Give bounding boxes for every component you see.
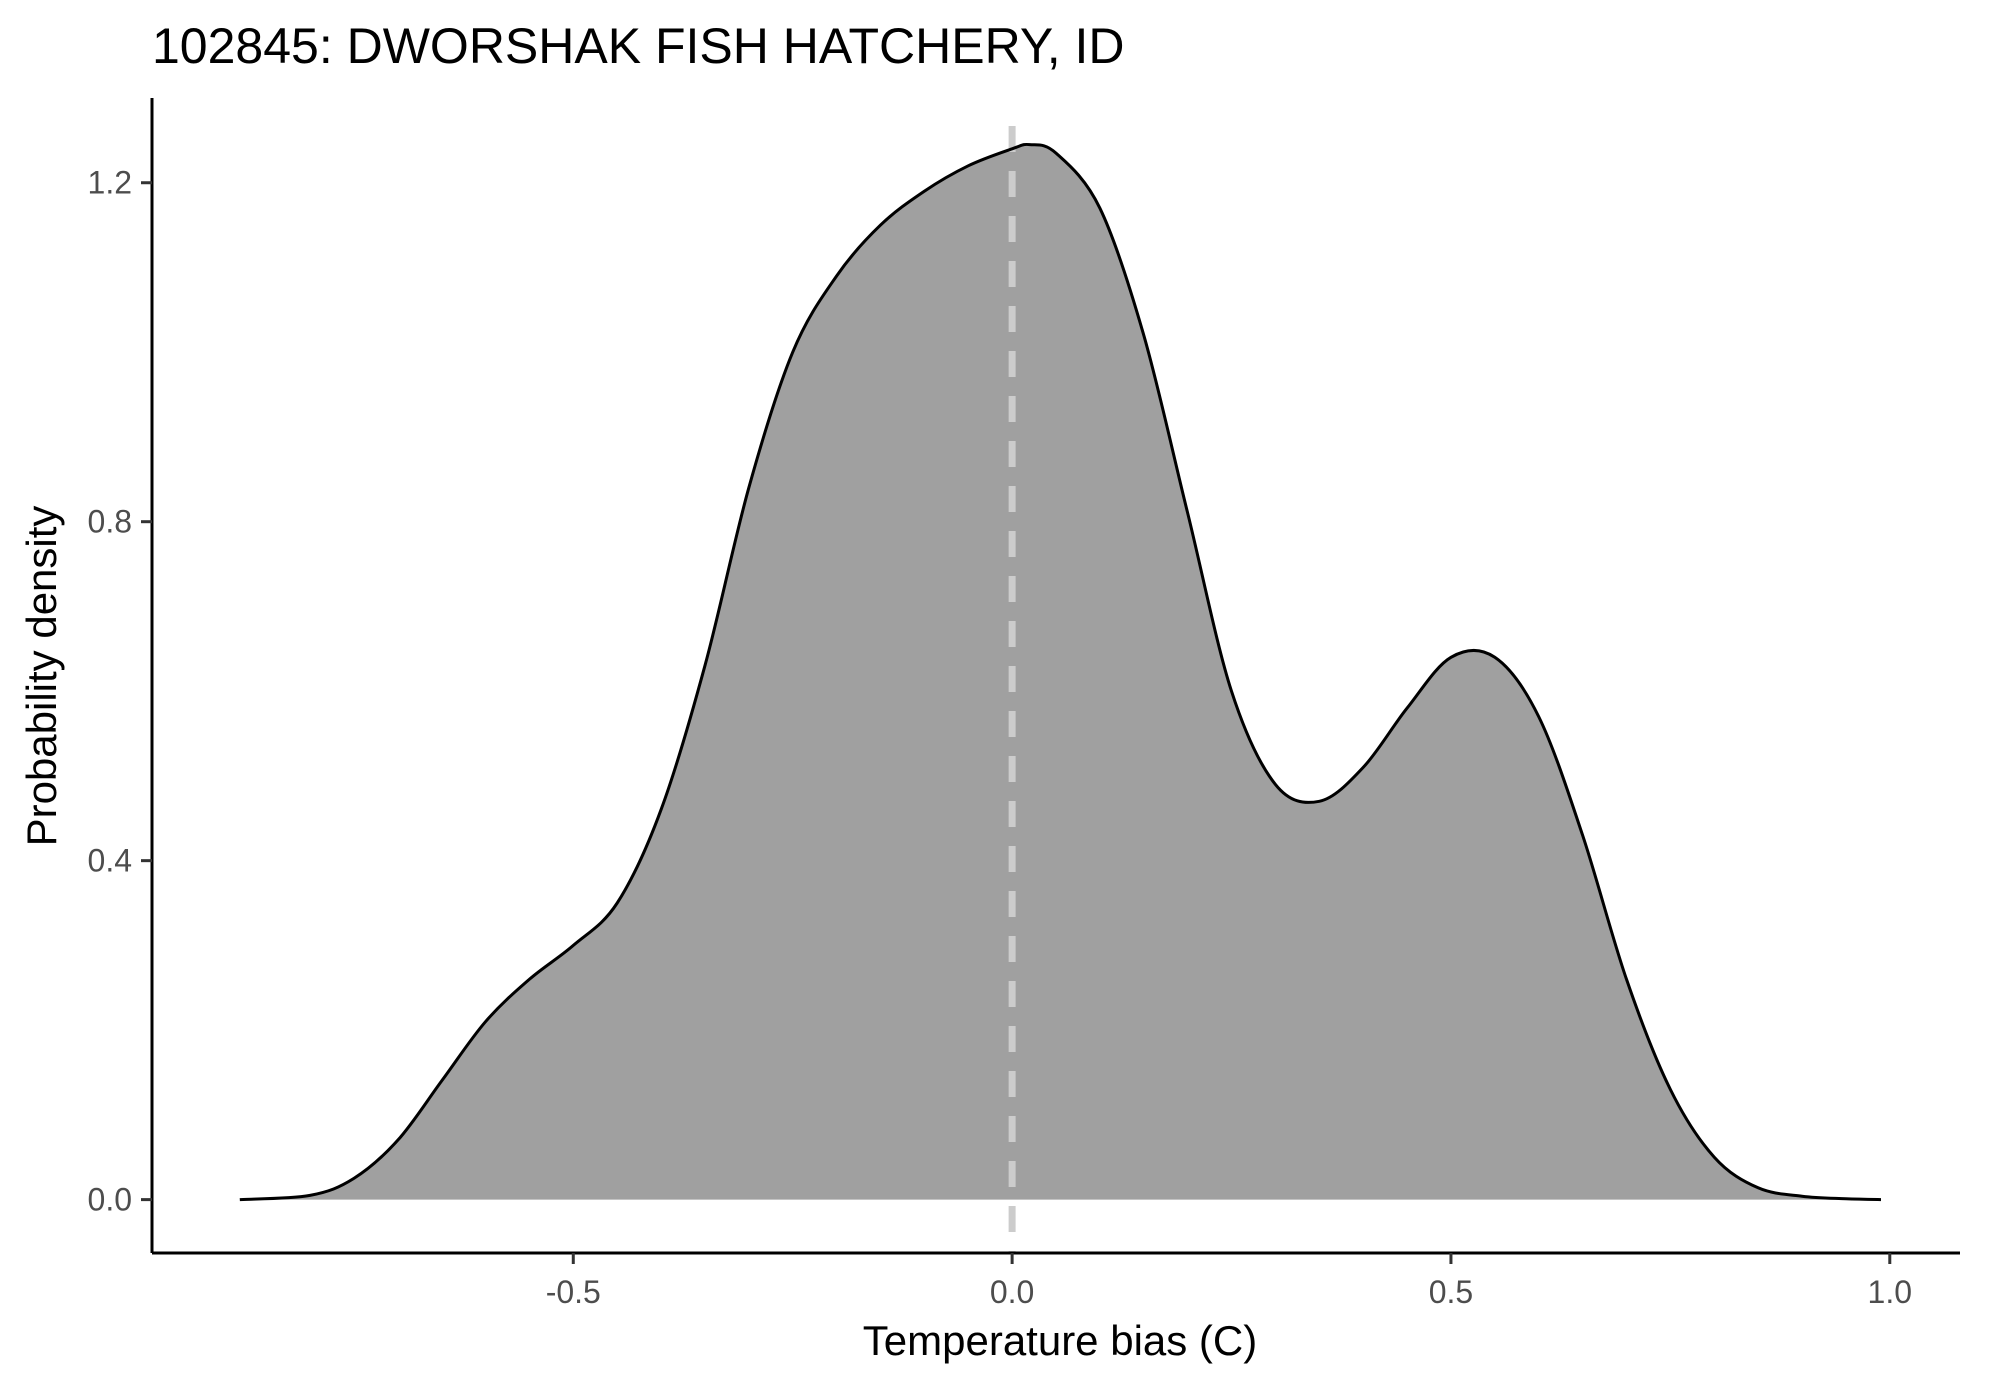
y-axis-title: Probability density xyxy=(18,506,65,847)
y-tick-label: 0.8 xyxy=(88,504,132,540)
y-tick-label: 0.0 xyxy=(88,1182,132,1218)
x-tick-label: 0.0 xyxy=(990,1274,1034,1310)
x-axis-ticks: -0.5 0.0 0.5 1.0 xyxy=(546,1253,1912,1310)
x-tick-label: 0.5 xyxy=(1429,1274,1473,1310)
x-tick-label: 1.0 xyxy=(1868,1274,1912,1310)
x-tick-label: -0.5 xyxy=(546,1274,601,1310)
x-axis-title: Temperature bias (C) xyxy=(863,1317,1257,1364)
y-tick-label: 0.4 xyxy=(88,843,132,879)
density-curve xyxy=(239,142,1882,1202)
chart-title: 102845: DWORSHAK FISH HATCHERY, ID xyxy=(152,18,1125,74)
plot-area xyxy=(239,126,1882,1253)
y-axis-ticks: 0.0 0.4 0.8 1.2 xyxy=(88,165,152,1218)
density-area xyxy=(239,144,1881,1200)
y-tick-label: 1.2 xyxy=(88,165,132,201)
